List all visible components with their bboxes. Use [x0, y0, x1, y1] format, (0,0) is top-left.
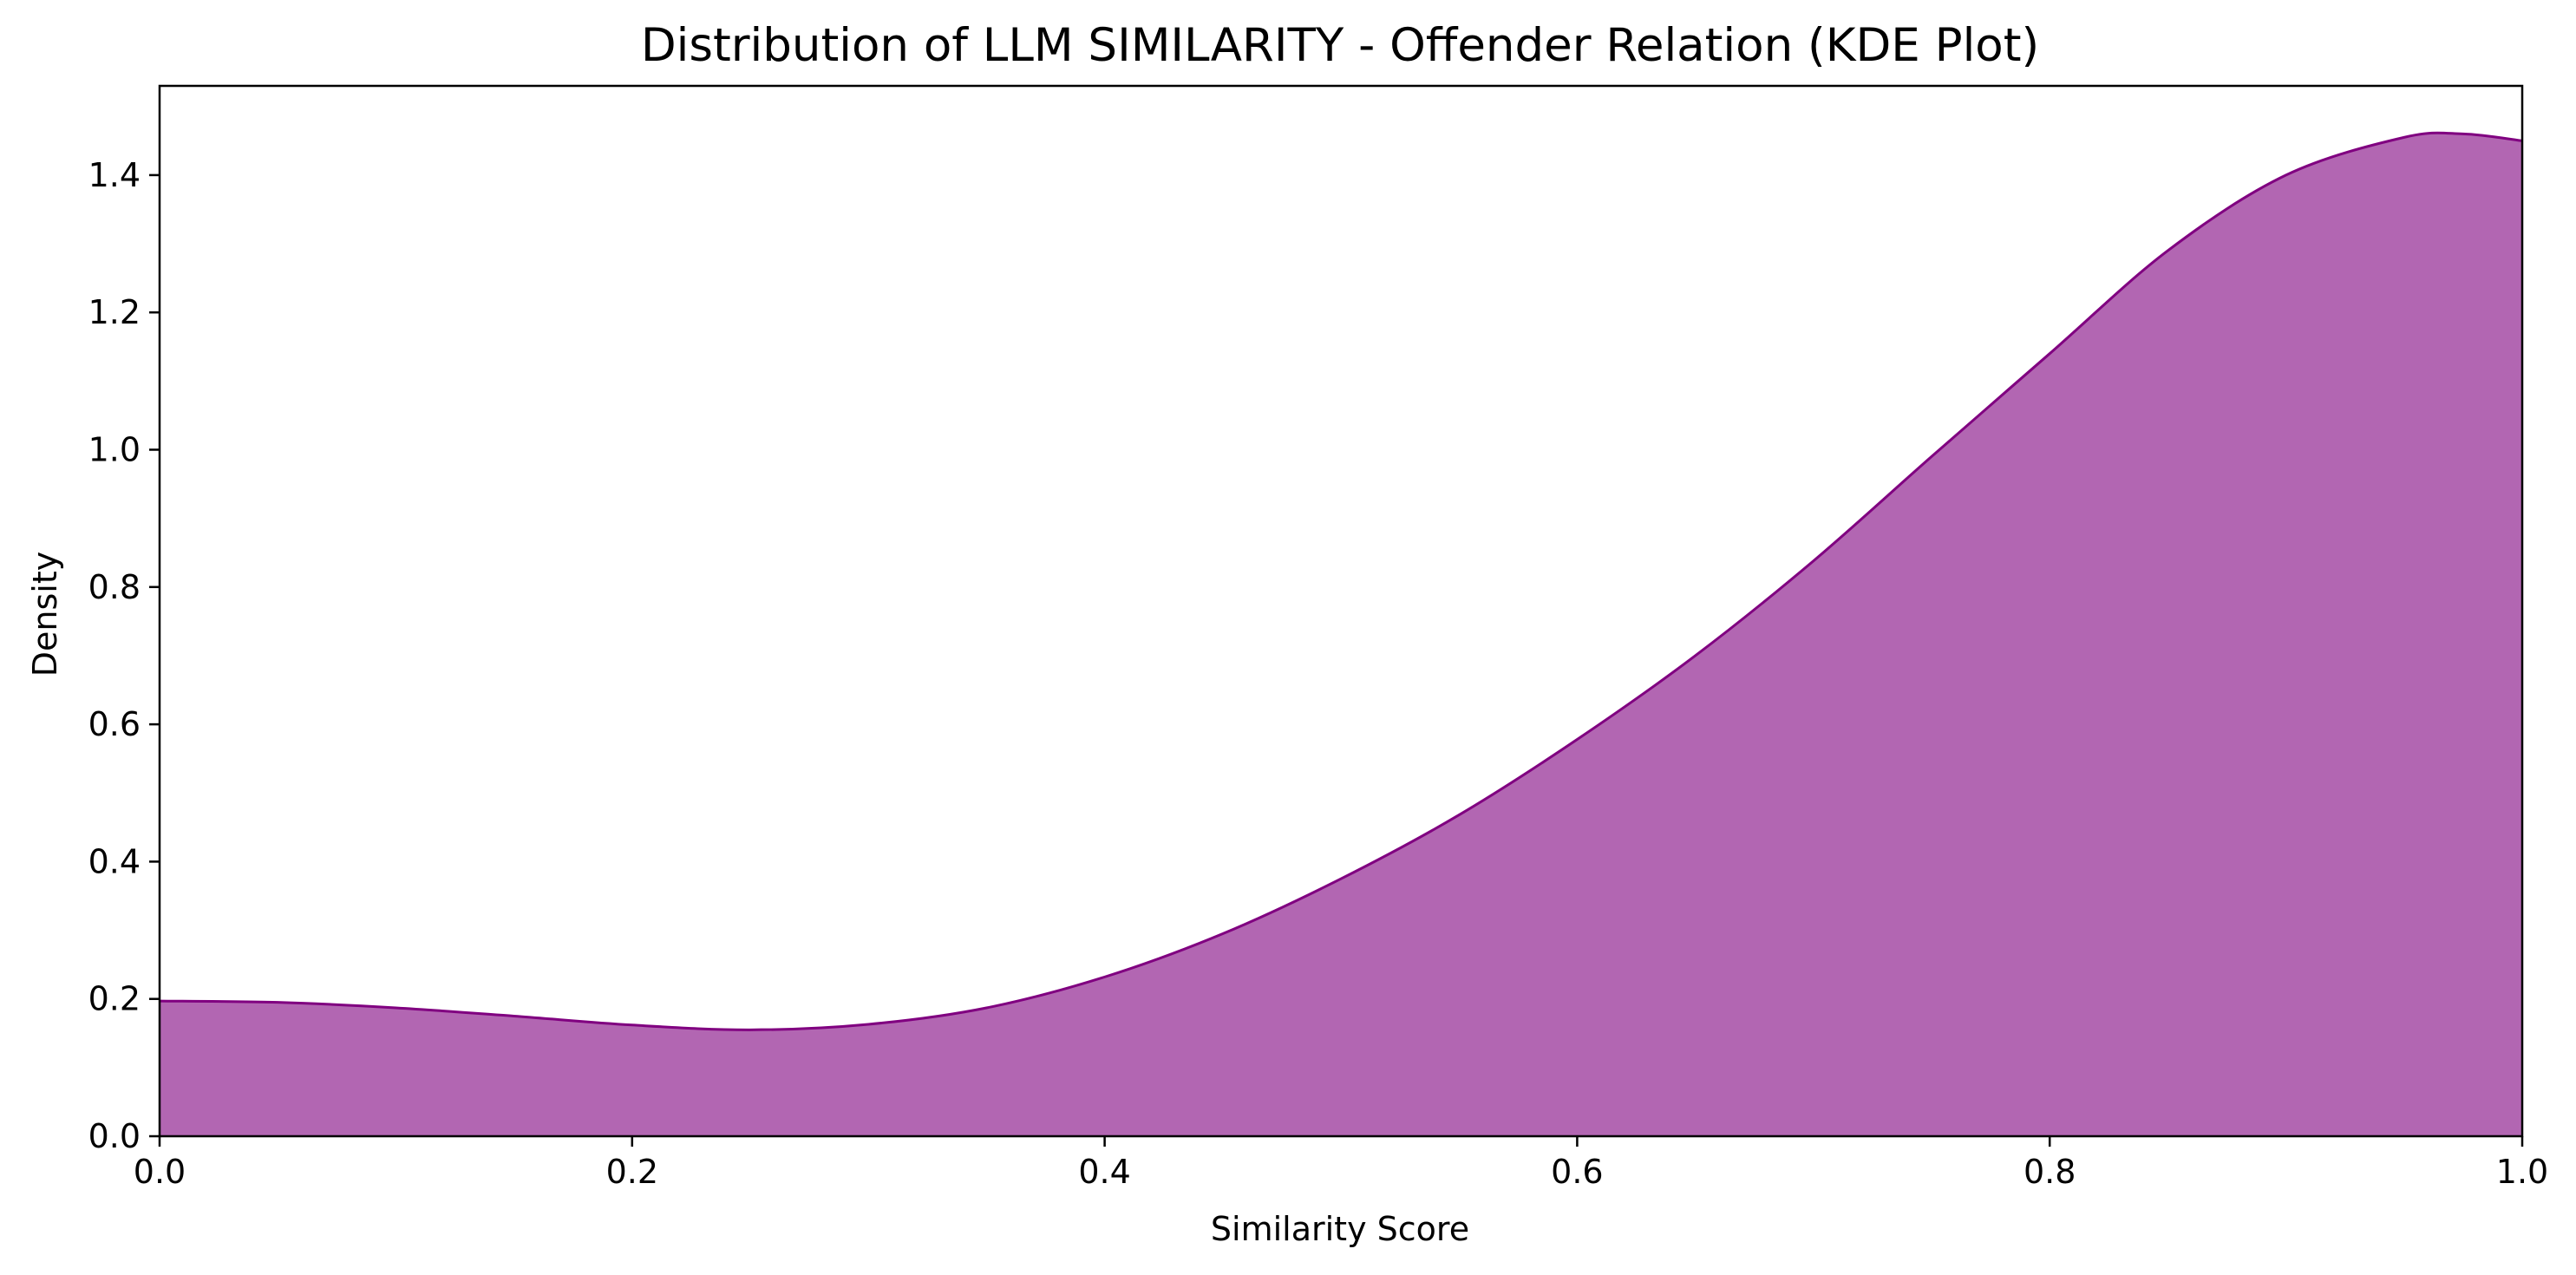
x-axis-label: Similarity Score [1211, 1210, 1469, 1248]
y-axis-label: Density [26, 552, 64, 677]
y-tick-label: 0.6 [88, 705, 141, 743]
y-tick-label: 0.2 [88, 980, 141, 1018]
x-tick-label: 0.2 [606, 1153, 658, 1191]
x-tick-label: 0.0 [134, 1153, 186, 1191]
y-tick-label: 0.0 [88, 1117, 141, 1155]
plot-area [159, 131, 2523, 1137]
y-tick-label: 1.0 [88, 430, 141, 468]
axes-frame [158, 84, 2524, 1138]
y-tick-label: 1.4 [88, 156, 141, 194]
y-tick-label: 1.2 [88, 293, 141, 331]
y-tick-label: 0.4 [88, 842, 141, 880]
x-tick-label: 0.8 [2024, 1153, 2076, 1191]
x-tick-label: 0.4 [1078, 1153, 1130, 1191]
chart-title: Distribution of LLM SIMILARITY - Offende… [641, 19, 2039, 72]
kde-area-fill [160, 133, 2522, 1137]
y-tick-label: 0.8 [88, 568, 141, 606]
y-axis-ticks: 0.0 0.2 0.4 0.6 0.8 1.0 1.2 1.4 [88, 156, 160, 1155]
x-tick-label: 1.0 [2496, 1153, 2548, 1191]
kde-curve-line [159, 131, 2523, 1031]
x-axis-ticks: 0.0 0.2 0.4 0.6 0.8 1.0 [134, 1136, 2548, 1191]
x-tick-label: 0.6 [1551, 1153, 1603, 1191]
